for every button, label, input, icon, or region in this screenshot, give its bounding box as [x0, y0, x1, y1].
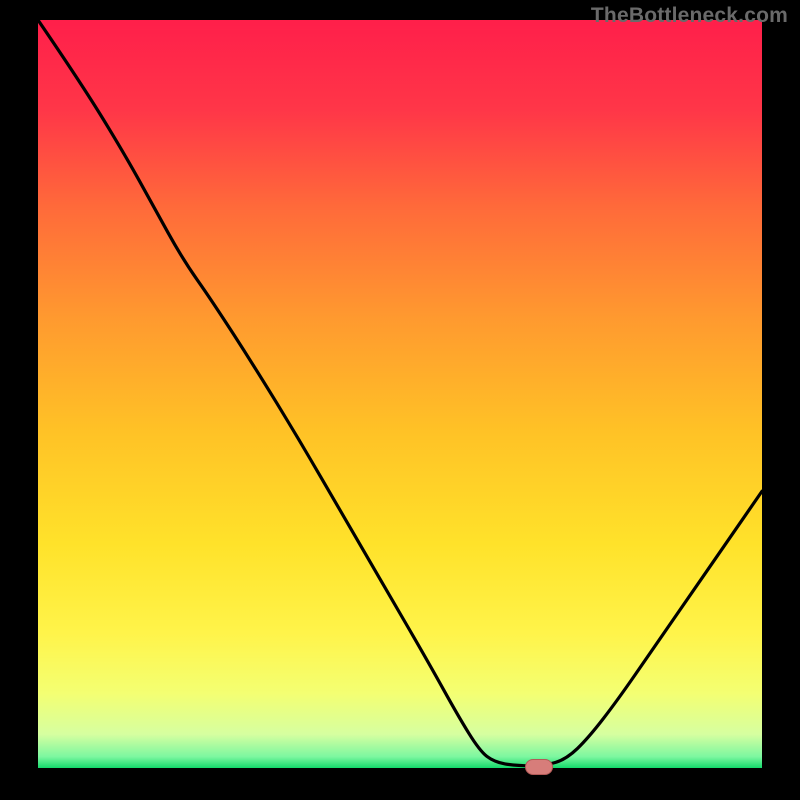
- attribution-text: TheBottleneck.com: [591, 4, 788, 27]
- plot-area: [38, 20, 762, 768]
- optimum-marker: [525, 759, 553, 775]
- plot-svg: [38, 20, 762, 768]
- attribution-label: TheBottleneck.com: [591, 4, 788, 28]
- chart-frame: TheBottleneck.com: [0, 0, 800, 800]
